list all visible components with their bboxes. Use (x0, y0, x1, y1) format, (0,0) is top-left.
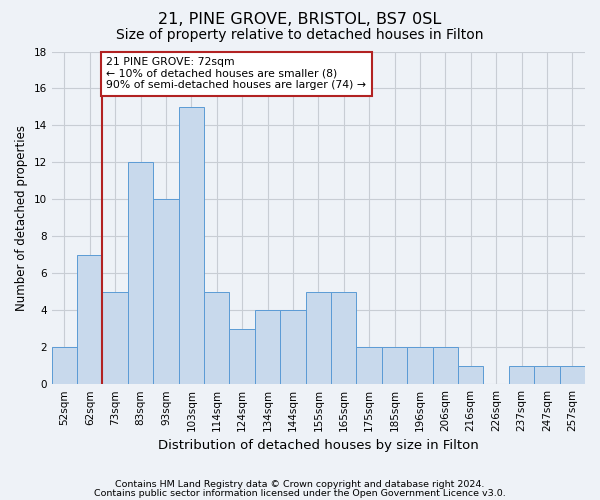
Bar (458, 366, 484, 384)
Bar (77, 255, 103, 384)
Bar (534, 366, 560, 384)
Y-axis label: Number of detached properties: Number of detached properties (15, 125, 28, 311)
Bar (179, 107, 204, 384)
Bar (280, 310, 305, 384)
Text: Size of property relative to detached houses in Filton: Size of property relative to detached ho… (116, 28, 484, 42)
X-axis label: Distribution of detached houses by size in Filton: Distribution of detached houses by size … (158, 440, 479, 452)
Bar (103, 292, 128, 384)
Bar (407, 347, 433, 384)
Bar (52, 347, 77, 384)
Bar (382, 347, 407, 384)
Text: 21, PINE GROVE, BRISTOL, BS7 0SL: 21, PINE GROVE, BRISTOL, BS7 0SL (158, 12, 442, 28)
Text: Contains public sector information licensed under the Open Government Licence v3: Contains public sector information licen… (94, 488, 506, 498)
Bar (229, 328, 255, 384)
Bar (509, 366, 534, 384)
Bar (128, 162, 153, 384)
Text: 21 PINE GROVE: 72sqm
← 10% of detached houses are smaller (8)
90% of semi-detach: 21 PINE GROVE: 72sqm ← 10% of detached h… (106, 57, 366, 90)
Bar (153, 200, 179, 384)
Bar (433, 347, 458, 384)
Text: Contains HM Land Registry data © Crown copyright and database right 2024.: Contains HM Land Registry data © Crown c… (115, 480, 485, 489)
Bar (255, 310, 280, 384)
Bar (305, 292, 331, 384)
Bar (331, 292, 356, 384)
Bar (356, 347, 382, 384)
Bar (560, 366, 585, 384)
Bar (204, 292, 229, 384)
